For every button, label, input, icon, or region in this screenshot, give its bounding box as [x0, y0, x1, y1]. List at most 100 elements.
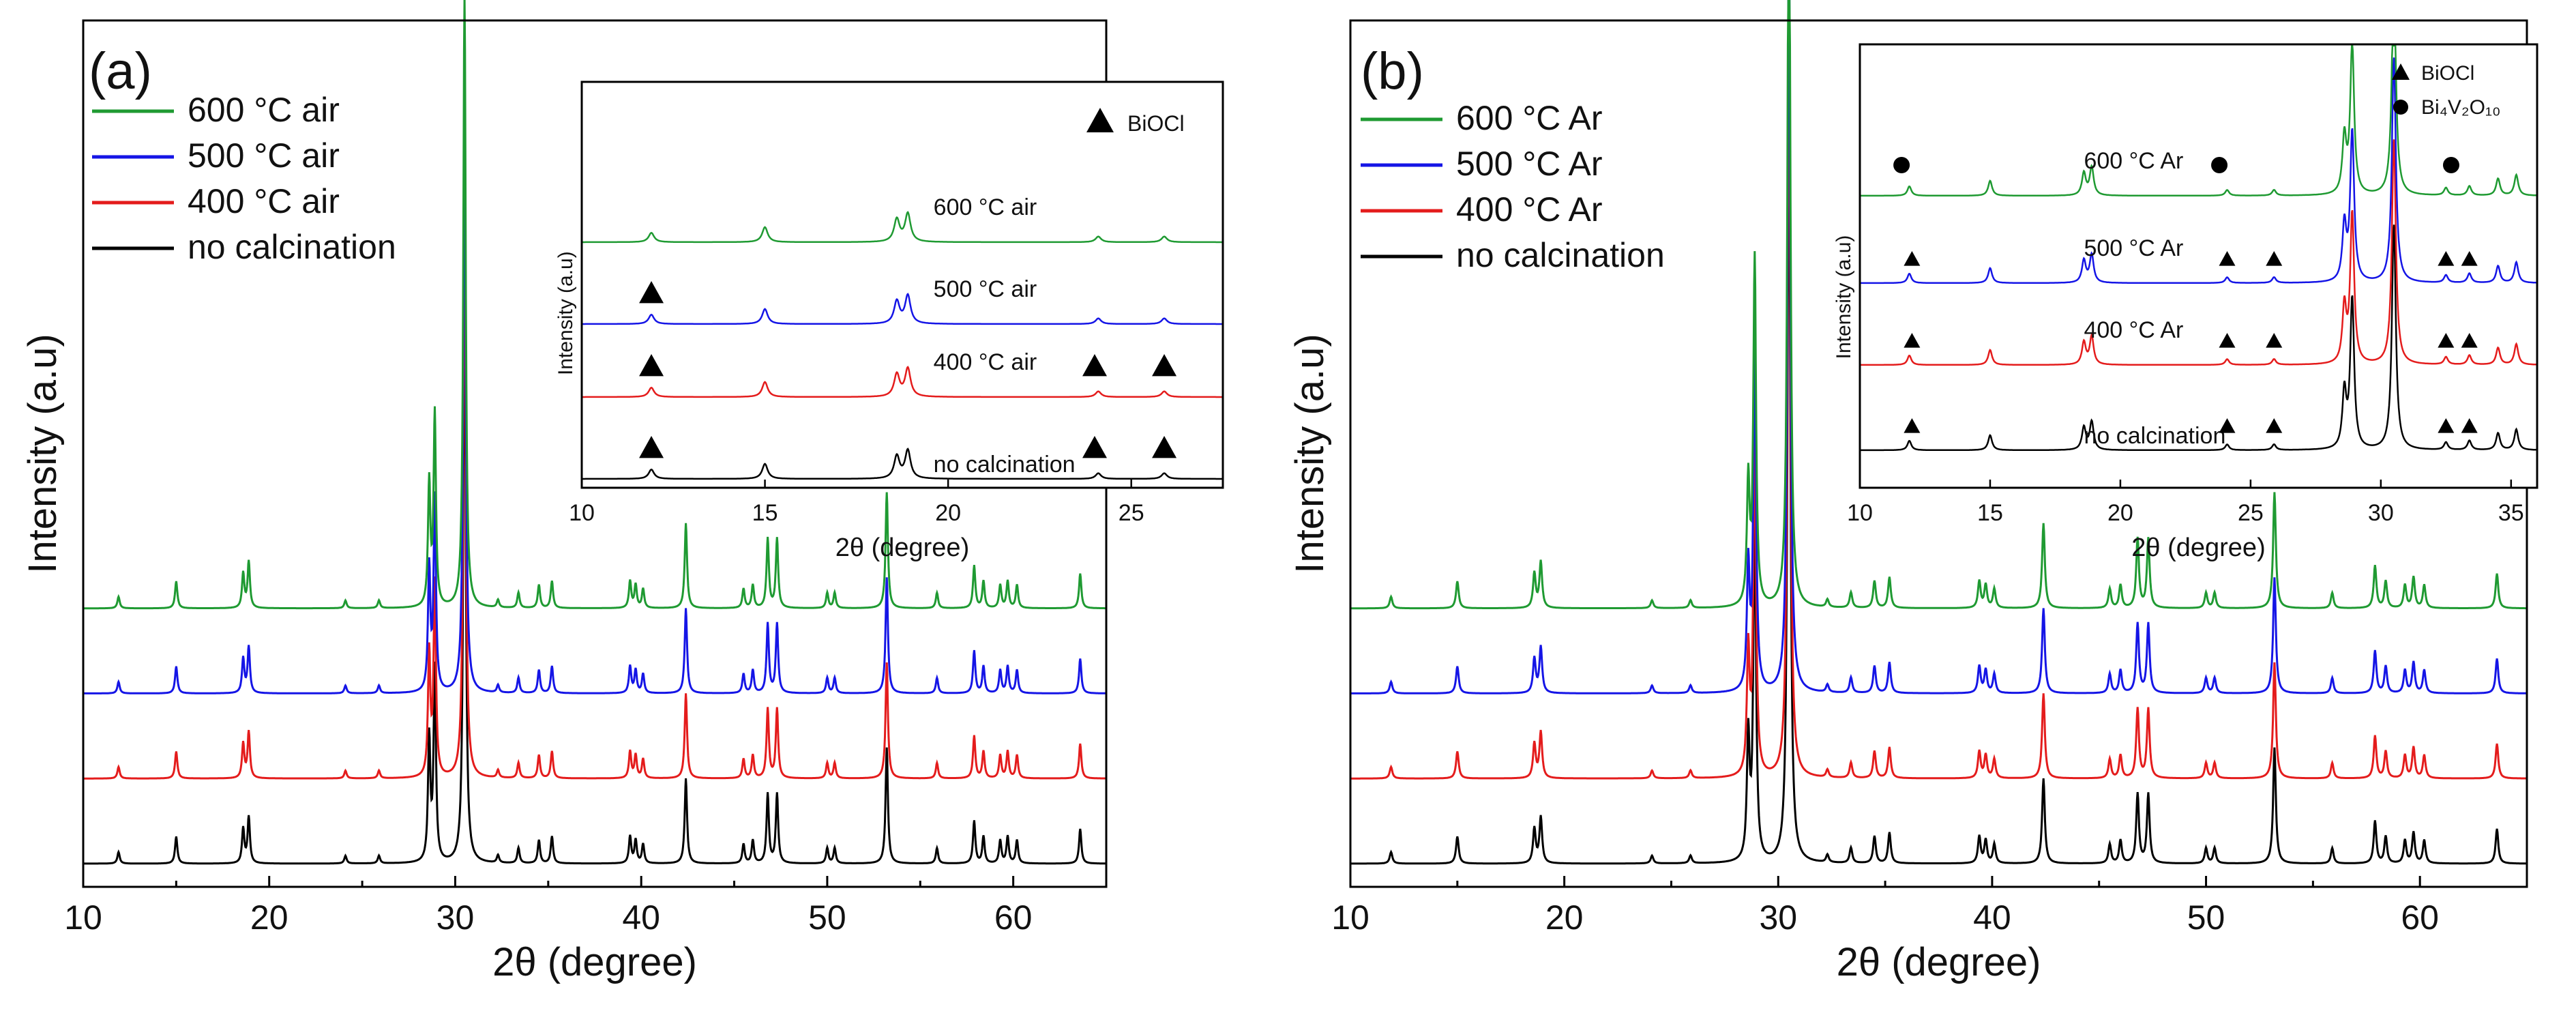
- inset-trace-label: 500 °C air: [934, 276, 1037, 302]
- legend-label: 600 °C Ar: [1456, 99, 1603, 137]
- biocl-triangle-marker: [2461, 333, 2478, 348]
- series-line-600-c-air: [83, 0, 1106, 610]
- biocl-triangle-marker: [639, 281, 664, 304]
- x-tick-label: 10: [1331, 898, 1370, 937]
- x-tick-label: 50: [2187, 898, 2225, 937]
- inset-x-tick-label: 25: [2238, 500, 2264, 526]
- series-line-500-c-ar: [1350, 0, 2527, 694]
- legend-label: 400 °C Ar: [1456, 190, 1603, 229]
- biocl-triangle-marker: [2266, 333, 2283, 348]
- inset-x-axis-label: 2θ (degree): [835, 533, 969, 562]
- biocl-triangle-marker: [1904, 251, 1921, 266]
- inset-frame-outline: [1859, 43, 2538, 489]
- biocl-triangle-marker: [2219, 418, 2236, 433]
- inset-series-line-400-c-ar: [1860, 139, 2538, 366]
- biocl-triangle-marker: [2438, 251, 2455, 266]
- biocl-triangle-marker: [1082, 436, 1107, 458]
- series-line-no-calcination: [83, 244, 1106, 865]
- x-axis-label: 2θ (degree): [492, 940, 697, 984]
- y-axis-label: Intensity (a.u): [1288, 334, 1332, 573]
- biocl-triangle-marker: [2266, 251, 2283, 266]
- panel-b: 10 20 30 40 50 60 2θ (degree) Intensity (a.u) (b…: [1288, 0, 2538, 984]
- legend-triangle-icon: [1086, 108, 1114, 132]
- biocl-triangle-marker: [2438, 333, 2455, 348]
- inset-legend-label-2: Bi₄V₂O₁₀: [2421, 96, 2500, 119]
- inset-frame: [1859, 43, 2538, 489]
- inset-y-axis-label: Intensity (a.u): [1833, 235, 1855, 360]
- biocl-triangle-marker: [1152, 436, 1177, 458]
- biocl-triangle-marker: [1082, 354, 1107, 377]
- x-tick-label: 60: [994, 898, 1033, 937]
- inset-frame-outline: [580, 80, 1224, 489]
- inset-legend-label: BiOCl: [2421, 62, 2474, 85]
- legend-triangle-icon: [2392, 63, 2410, 80]
- series-line-400-c-air: [83, 159, 1106, 780]
- inset-series-line-500-c-ar: [1860, 57, 2538, 284]
- inset-x-axis-label: 2θ (degree): [2131, 533, 2265, 562]
- inset-series-line-no-calcination: [582, 448, 1223, 480]
- inset-x-tick-label: 30: [2368, 500, 2394, 526]
- legend-label: 500 °C Ar: [1456, 145, 1603, 183]
- series-line-400-c-ar: [1350, 0, 2527, 780]
- biocl-triangle-marker: [2461, 251, 2478, 266]
- x-tick-label: 20: [1545, 898, 1584, 937]
- inset-x-tick-label: 20: [935, 500, 961, 526]
- biocl-triangle-marker: [639, 436, 664, 458]
- x-tick-label: 40: [1973, 898, 2011, 937]
- bi4v2o10-circle-marker: [1893, 157, 1910, 173]
- inset-trace-label: no calcination: [934, 452, 1076, 478]
- inset-trace-label: no calcination: [2084, 423, 2225, 449]
- inset-trace-label: 600 °C Ar: [2084, 148, 2183, 174]
- x-tick-label: 30: [1759, 898, 1797, 937]
- panel-label: (b): [1361, 42, 1424, 100]
- inset-series-line-400-c-air: [582, 366, 1223, 398]
- biocl-triangle-marker: [1152, 354, 1177, 377]
- x-tick-label: 60: [2401, 898, 2439, 937]
- x-tick-label: 50: [808, 898, 846, 937]
- x-tick-label: 40: [622, 898, 660, 937]
- series-line-no-calcination: [1350, 50, 2527, 865]
- legend-label: 500 °C air: [188, 136, 340, 175]
- series-line-500-c-air: [83, 74, 1106, 694]
- inset-legend-label: BiOCl: [1127, 111, 1185, 136]
- inset-series-line-no-calcination: [1860, 224, 2538, 452]
- inset-trace-label: 500 °C Ar: [2084, 235, 2183, 261]
- inset-x-tick-label: 10: [1847, 500, 1873, 526]
- inset-x-tick-label: 15: [752, 500, 778, 526]
- inset-x-tick-label: 20: [2107, 500, 2133, 526]
- inset-y-axis-label: Intensity (a.u): [554, 251, 577, 375]
- biocl-triangle-marker: [2461, 418, 2478, 433]
- x-tick-label: 30: [436, 898, 475, 937]
- series-line-600-c-ar: [1350, 0, 2527, 610]
- biocl-triangle-marker: [2219, 251, 2236, 266]
- inset-frame: [580, 80, 1224, 489]
- biocl-triangle-marker: [1904, 418, 1921, 433]
- biocl-triangle-marker: [1904, 333, 1921, 348]
- inset-x-tick-label: 15: [1977, 500, 2003, 526]
- inset-trace-label: 600 °C air: [934, 194, 1037, 220]
- legend-circle-icon: [2393, 100, 2408, 115]
- inset-series-line-600-c-ar: [1860, 44, 2538, 197]
- inset-trace-label: 400 °C Ar: [2084, 317, 2183, 343]
- legend-label: no calcination: [1456, 236, 1665, 274]
- x-axis-label: 2θ (degree): [1837, 940, 2041, 984]
- legend-label: 400 °C air: [188, 182, 340, 220]
- x-tick-label: 10: [64, 898, 102, 937]
- inset-x-tick-label: 35: [2498, 500, 2524, 526]
- x-tick-label: 20: [250, 898, 288, 937]
- bi4v2o10-circle-marker: [2211, 157, 2228, 173]
- biocl-triangle-marker: [2219, 333, 2236, 348]
- biocl-triangle-marker: [2438, 418, 2455, 433]
- y-axis-label: Intensity (a.u): [20, 334, 65, 573]
- inset-x-tick-label: 25: [1119, 500, 1144, 526]
- biocl-triangle-marker: [2266, 418, 2283, 433]
- panel-label: (a): [89, 42, 152, 100]
- inset-trace-label: 400 °C air: [934, 349, 1037, 375]
- biocl-triangle-marker: [639, 354, 664, 377]
- legend-label: 600 °C air: [188, 91, 340, 129]
- legend-label: no calcination: [188, 228, 396, 266]
- bi4v2o10-circle-marker: [2442, 157, 2459, 173]
- inset-series-line-600-c-air: [582, 211, 1223, 244]
- inset-x-tick-label: 10: [569, 500, 595, 526]
